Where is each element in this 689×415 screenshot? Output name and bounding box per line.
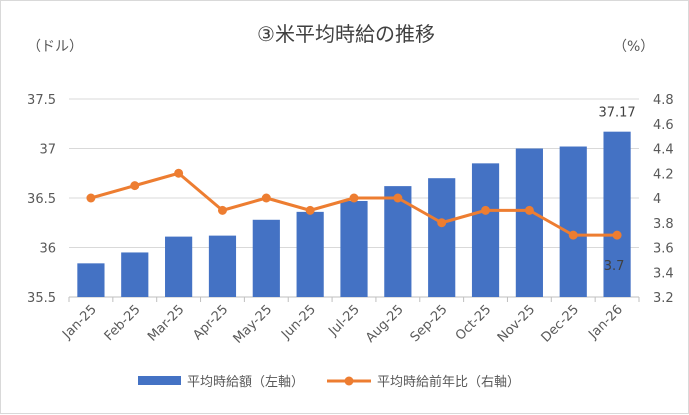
bar [471,163,500,297]
legend-label-bars: 平均時給額（左軸） [187,375,304,390]
line-data-label: 3.7 [604,259,625,274]
chart-title: ③米平均時給の推移 [257,22,435,46]
right-axis-tick-label: 3.2 [653,291,674,306]
right-axis-tick-label: 4.8 [653,93,674,108]
bar [515,148,543,297]
x-axis-tick-label: Nov-25 [495,302,538,345]
right-axis-tick-label: 4.2 [653,167,674,182]
left-axis-tick-label: 36 [39,242,56,257]
legend-swatch-marker [344,376,354,386]
x-axis-tick-label: Jun-25 [278,302,319,343]
line-point [305,205,315,215]
right-axis-tick-label: 3.4 [653,266,674,281]
line-series [86,168,622,240]
x-axis-tick-label: Mar-25 [145,302,187,344]
line-point [217,205,227,215]
left-axis-tick-label: 35.5 [27,291,56,306]
x-axis-tick-label: Jan-26 [585,302,626,343]
legend-swatch-bars [138,376,181,385]
left-axis-unit: （ドル） [27,39,83,55]
right-axis-tick-label: 4.4 [653,143,674,158]
line-point [568,230,578,240]
bar [121,252,149,297]
x-axis-tick-label: Sep-25 [408,302,451,345]
line-point [481,205,491,215]
right-axis-tick-label: 3.6 [653,242,674,257]
bar [252,219,280,297]
left-axis-tick-label: 36.5 [27,192,56,207]
line-point [612,230,622,240]
x-axis-tick-label: Oct-25 [453,302,495,344]
bar [165,236,193,297]
bar [428,178,456,297]
x-axis-tick-label: May-25 [231,302,275,346]
x-axis-tick-label: Aug-25 [363,302,407,346]
x-axis-tick-label: Dec-25 [539,302,582,345]
left-axis-tick-label: 37 [39,143,56,158]
bar [559,146,587,297]
x-axis-tick-label: Jan-25 [59,302,100,343]
left-axis-tick-label: 37.5 [27,93,56,108]
line-point [393,193,403,203]
bar [340,200,368,297]
bar [296,211,324,297]
bar-data-label: 37.17 [598,106,635,121]
right-axis-unit: （%） [613,39,654,55]
line-point [261,193,271,203]
bar [603,131,631,297]
line-point [524,205,534,215]
x-axis-tick-label: Feb-25 [102,302,144,344]
legend-label-line: 平均時給前年比（右軸） [377,374,520,390]
bar-series [77,131,631,297]
right-axis-tick-label: 4 [653,192,661,207]
right-axis-tick-label: 4.6 [653,118,674,133]
right-axis-tick-label: 3.8 [653,217,674,232]
line-point [349,193,359,203]
bar [208,235,237,297]
line-point [174,168,184,178]
line-point [437,218,447,228]
x-axis-tick-label: Apr-25 [190,302,231,343]
line-point [130,181,140,191]
line-point [86,193,96,203]
legend: 平均時給額（左軸） 平均時給前年比（右軸） [138,374,520,390]
bar [77,263,105,297]
x-axis-tick-label: Jul-25 [325,302,362,339]
